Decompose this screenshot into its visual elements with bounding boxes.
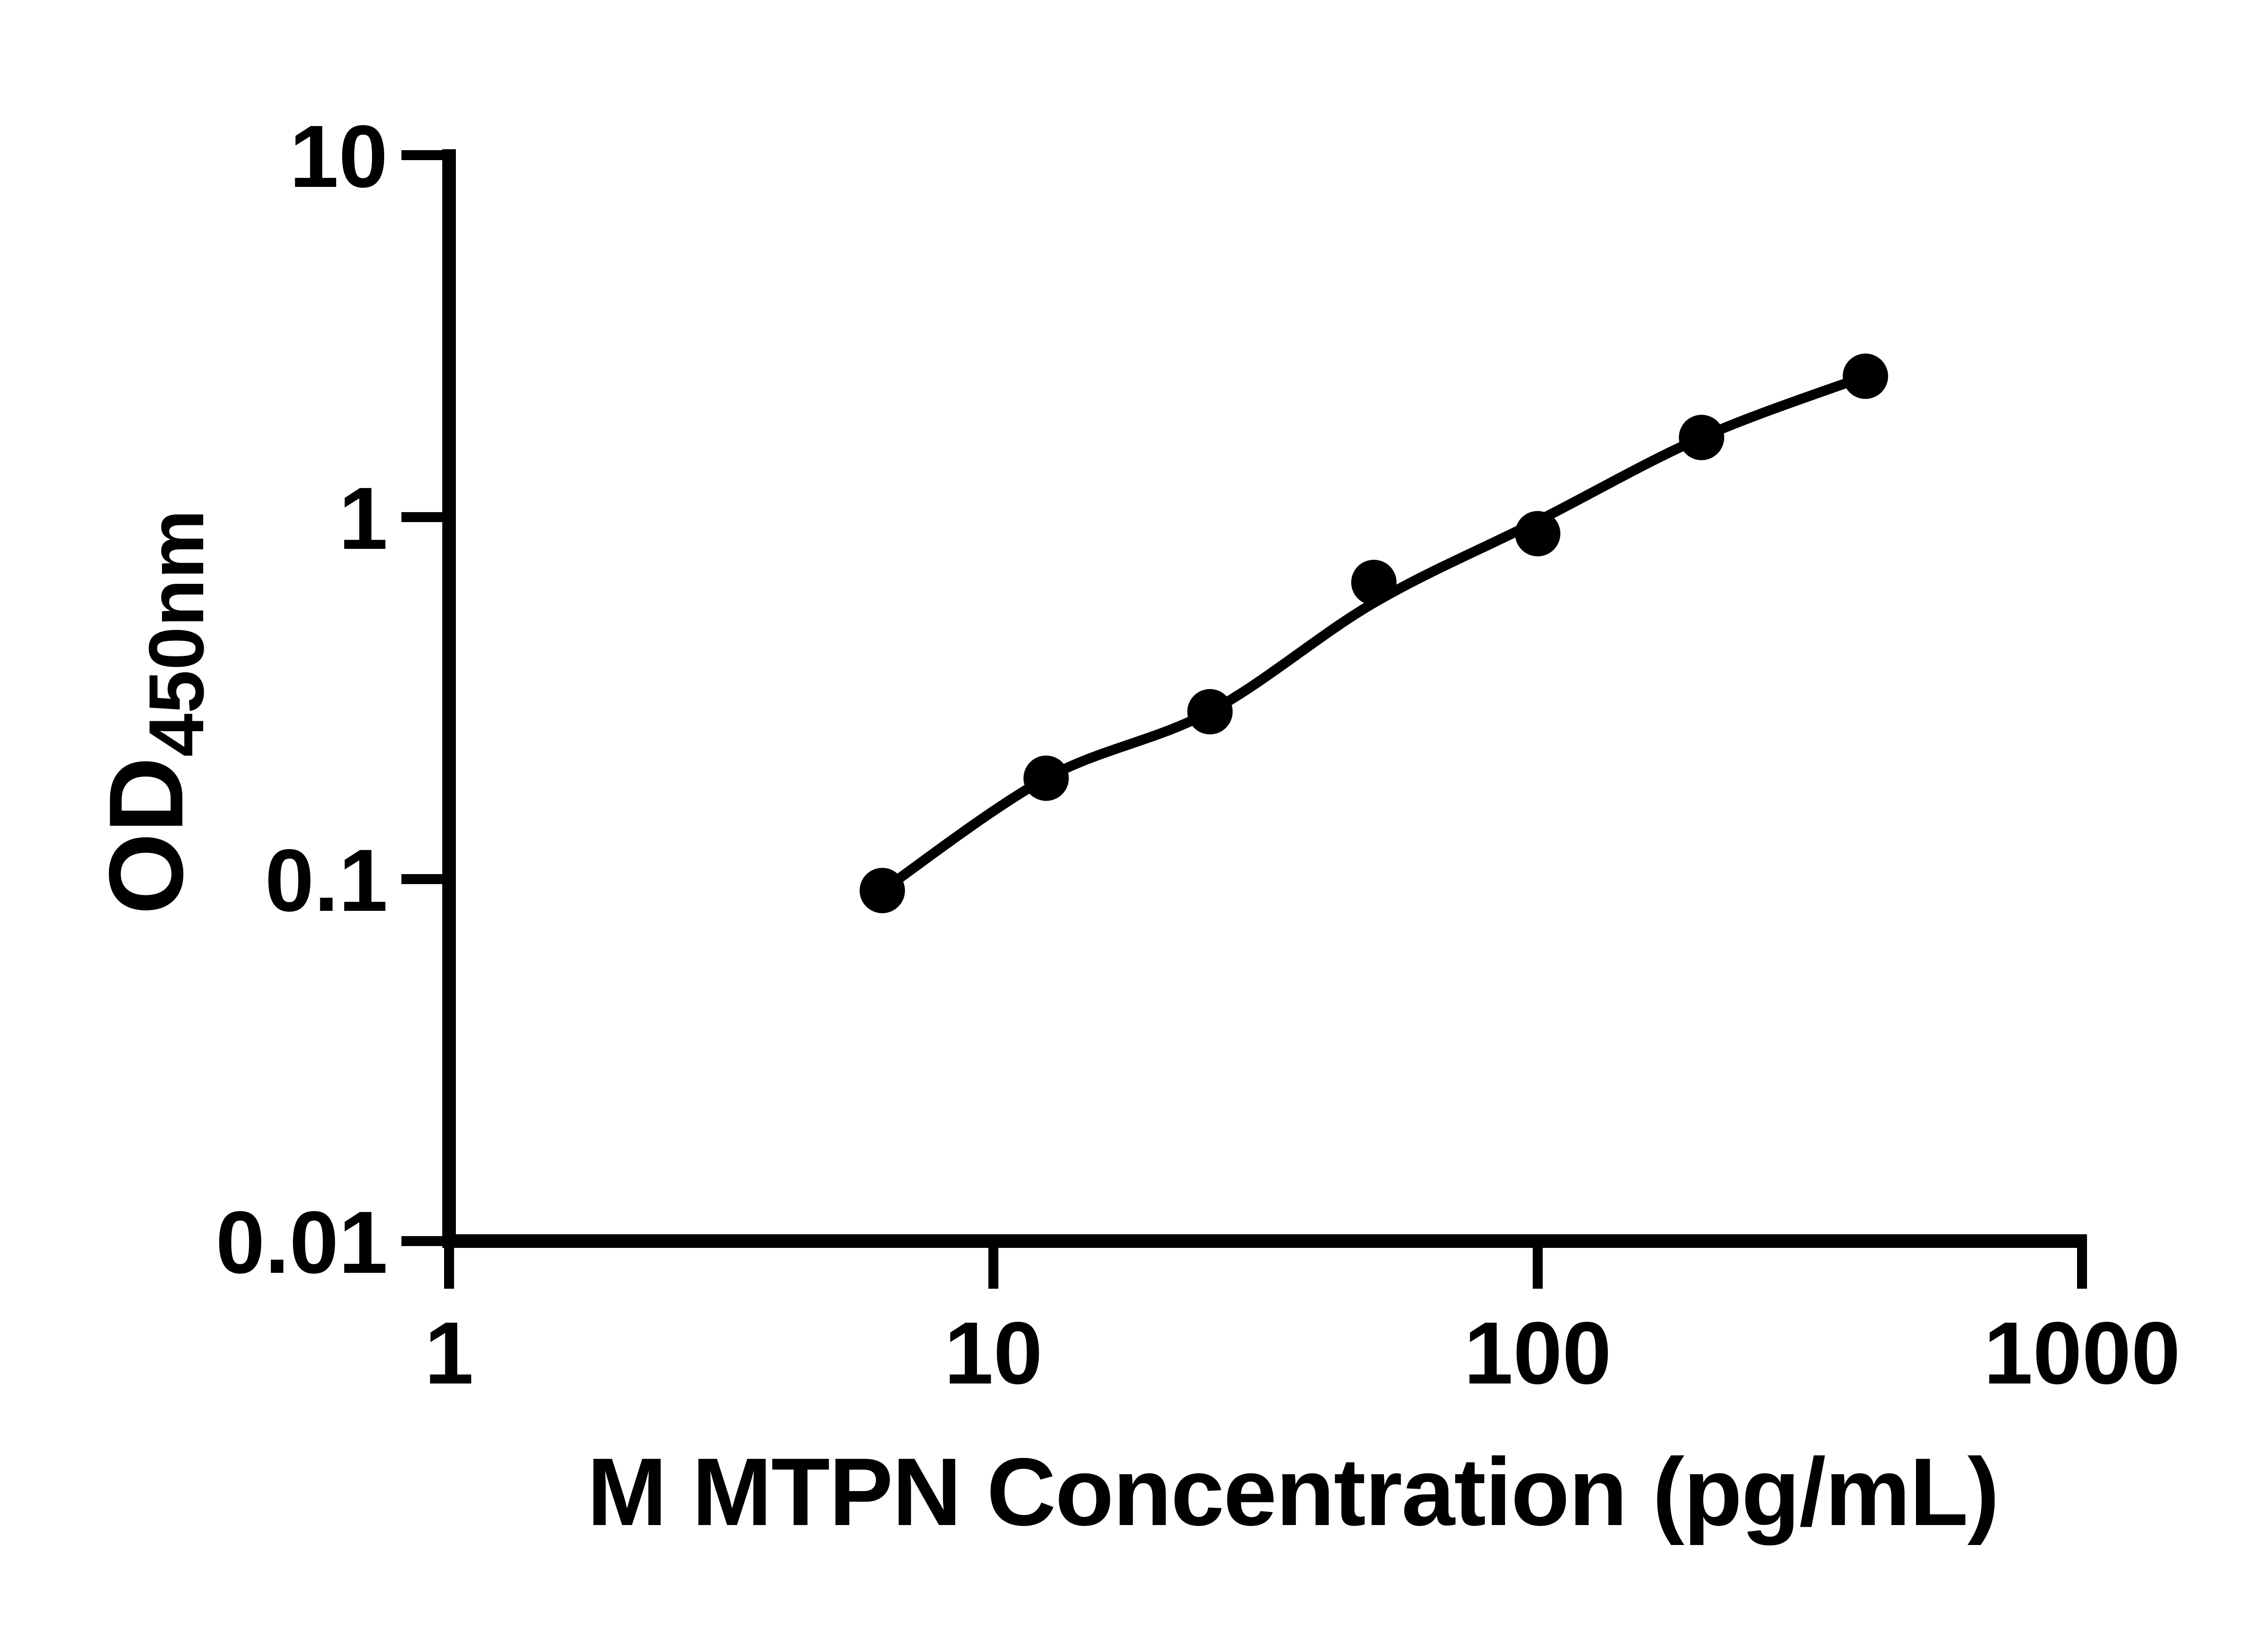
y-tick-label: 0.01	[215, 1193, 388, 1292]
axis-tick-labels: 10 1 0.1 0.01 1 10 100 1000	[215, 107, 2180, 1403]
fit-curve	[877, 371, 1871, 896]
axis-ticks	[401, 150, 2087, 1289]
data-point	[1023, 755, 1069, 801]
y-tick-label: 0.1	[265, 831, 388, 930]
y-tick-label: 1	[339, 469, 388, 568]
data-point	[1351, 560, 1397, 605]
x-tick-label: 1000	[1984, 1304, 2180, 1403]
x-tick-mark	[988, 1248, 998, 1289]
data-points-group	[860, 353, 1888, 914]
y-axis-line	[442, 149, 456, 1248]
x-axis-line	[442, 1234, 2087, 1248]
data-point	[860, 868, 905, 914]
x-tick-mark	[1533, 1248, 1543, 1289]
data-point	[1187, 689, 1233, 734]
data-point	[1515, 511, 1560, 557]
y-axis-title: OD450nm	[88, 510, 220, 915]
fit-curve-group	[877, 371, 1871, 896]
x-tick-label: 100	[1464, 1304, 1611, 1403]
y-tick-label: 10	[289, 107, 388, 206]
y-axis-title-subscript: 450nm	[133, 510, 220, 757]
x-tick-mark	[444, 1248, 454, 1289]
x-axis-title: M MTPN Concentration (pg/mL)	[587, 1438, 1999, 1545]
x-tick-label: 10	[944, 1304, 1043, 1403]
y-tick-mark	[401, 1236, 442, 1246]
y-tick-mark	[401, 150, 442, 160]
x-tick-mark	[2077, 1248, 2087, 1289]
y-tick-mark	[401, 874, 442, 884]
y-axis-title-main: OD	[88, 757, 205, 914]
y-tick-mark	[401, 512, 442, 522]
x-tick-label: 1	[425, 1304, 474, 1403]
data-point	[1679, 415, 1725, 460]
data-point	[1843, 353, 1888, 399]
